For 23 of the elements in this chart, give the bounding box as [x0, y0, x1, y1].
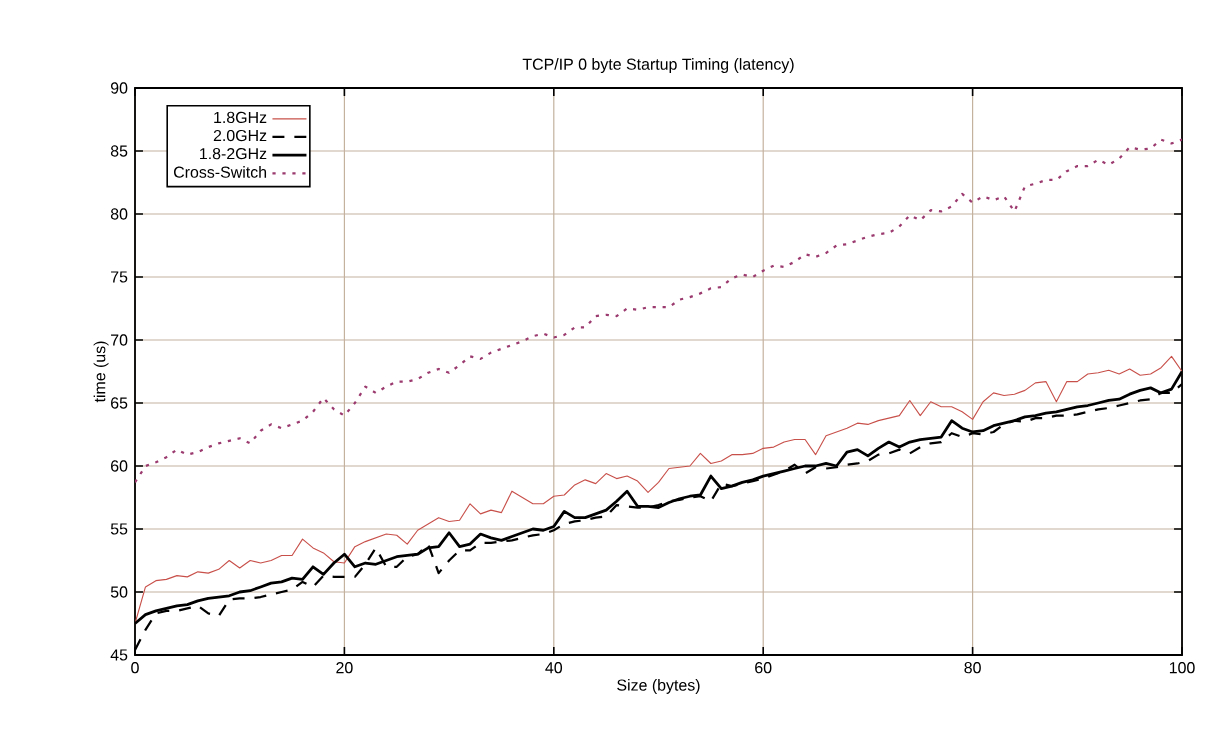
x-tick-label: 80 — [964, 662, 981, 674]
y-tick-label: 85 — [110, 145, 128, 157]
legend-label: 1.8-2GHz — [200, 147, 267, 160]
y-tick-label: 70 — [111, 334, 128, 346]
legend-label: 2.0GHz — [213, 129, 267, 142]
y-tick-label: 80 — [110, 208, 128, 220]
y-tick-label: 60 — [111, 460, 128, 472]
y-tick-label: 55 — [110, 523, 128, 535]
x-tick-label: 40 — [545, 662, 563, 674]
y-tick-label: 50 — [110, 586, 128, 598]
x-tick-label: 20 — [336, 662, 353, 674]
y-tick-label: 65 — [111, 397, 128, 409]
y-tick-label: 45 — [110, 649, 128, 661]
legend-label: Cross-Switch — [173, 166, 267, 178]
chart-title: TCP/IP 0 byte Startup Timing (latency) — [522, 58, 794, 73]
x-axis-title: Size (bytes) — [617, 679, 700, 694]
y-tick-label: 90 — [110, 82, 128, 94]
legend-label: 1.8GHz — [214, 111, 267, 124]
x-tick-label: 100 — [1169, 662, 1195, 674]
x-tick-label: 0 — [131, 662, 139, 674]
x-tick-label: 60 — [755, 662, 772, 674]
y-tick-label: 75 — [111, 271, 128, 283]
y-axis-title: time (us) — [93, 341, 109, 403]
